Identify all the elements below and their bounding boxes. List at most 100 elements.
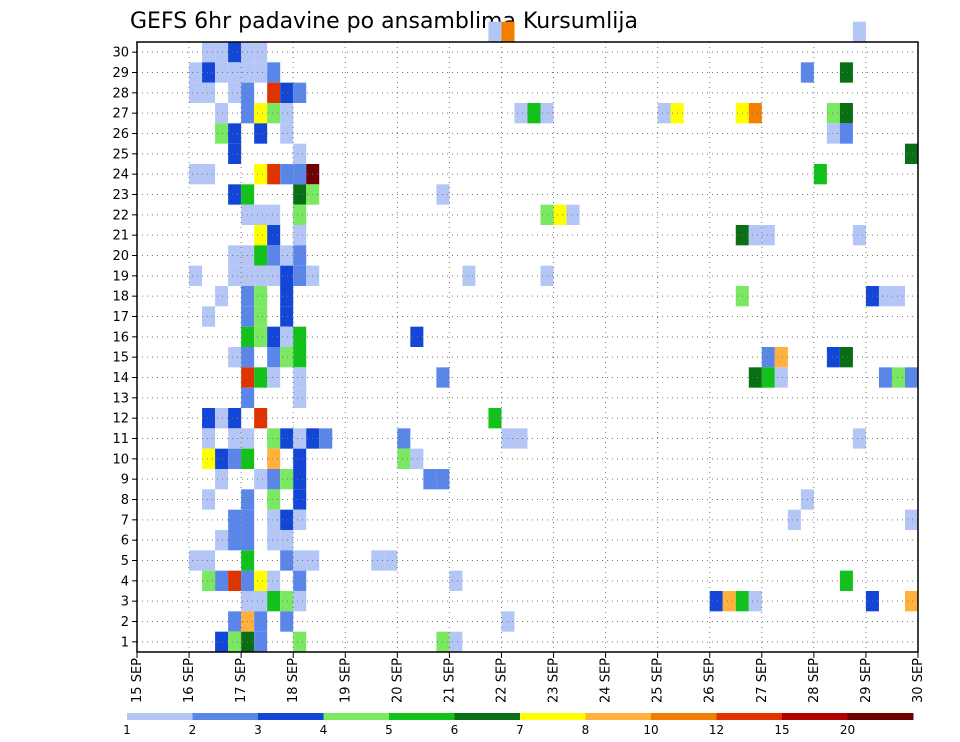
y-tick-label: 1 [121, 635, 129, 650]
precip-cell [280, 347, 294, 368]
precip-cell [293, 387, 307, 408]
precip-cell [774, 347, 788, 368]
legend-swatch [520, 713, 586, 720]
precip-cell [293, 428, 307, 449]
legend-swatch [192, 713, 259, 720]
y-tick-label: 16 [112, 330, 129, 345]
precip-cell [228, 184, 242, 205]
precip-cell [280, 326, 294, 347]
precip-cell [553, 204, 567, 225]
precip-cell [280, 509, 294, 530]
precip-cell [423, 469, 437, 490]
precip-cell [228, 143, 242, 164]
legend-swatch [258, 713, 324, 720]
precip-cell [293, 265, 307, 286]
precip-cell [293, 367, 307, 388]
precip-cell [891, 286, 905, 307]
precip-cell [293, 204, 307, 225]
y-tick-label: 15 [112, 351, 129, 366]
precip-cell [228, 42, 242, 63]
precip-cell [839, 62, 853, 83]
y-tick-label: 4 [121, 574, 129, 589]
precip-cell [280, 550, 294, 571]
precip-cell [293, 143, 307, 164]
x-tick-label: 20 SEP [390, 658, 405, 703]
y-tick-label: 2 [121, 615, 129, 630]
precip-cell [891, 367, 905, 388]
x-axis-ticks: 15 SEP 16 SEP 17 SEP 18 SEP 19 SEP 20 SEP 21 S… [130, 652, 926, 703]
precip-cell [293, 82, 307, 103]
precip-cell [319, 428, 333, 449]
precip-cell [228, 570, 242, 591]
precip-cell [202, 489, 216, 510]
y-tick-label: 22 [112, 208, 129, 223]
legend-swatch [651, 713, 717, 720]
legend-label: 1 [123, 723, 131, 737]
precip-cell [228, 82, 242, 103]
precip-cell [839, 103, 853, 124]
precip-cell [254, 591, 268, 612]
precip-cell [514, 103, 528, 124]
precip-cell [293, 631, 307, 652]
precip-cell [267, 428, 281, 449]
y-tick-label: 23 [112, 188, 129, 203]
precip-cell [488, 408, 502, 429]
precip-cell [189, 62, 203, 83]
x-tick-label: 15 SEP [130, 658, 145, 703]
precip-cell [280, 82, 294, 103]
precip-cell [202, 428, 216, 449]
precip-cell [202, 42, 216, 63]
x-tick-label: 24 SEP [599, 658, 614, 703]
y-tick-label: 14 [112, 371, 129, 386]
precip-cell [267, 530, 281, 551]
precip-cell [254, 408, 268, 429]
precip-cell [215, 286, 229, 307]
precip-cell [215, 570, 229, 591]
precip-cell [761, 347, 775, 368]
legend-swatch [847, 713, 914, 720]
precip-cell [761, 367, 775, 388]
precip-cell [254, 286, 268, 307]
precip-cell [397, 448, 411, 469]
legend-swatch [323, 713, 390, 720]
legend-label: 15 [774, 723, 789, 737]
y-tick-label: 29 [112, 66, 129, 81]
precip-cell [254, 164, 268, 185]
y-tick-label: 5 [121, 554, 129, 569]
precip-cell [228, 428, 242, 449]
precip-cell [267, 225, 281, 246]
precip-cell [527, 103, 541, 124]
precip-cell [839, 347, 853, 368]
precip-cell [267, 245, 281, 266]
legend-label: 8 [582, 723, 590, 737]
precip-cell [410, 448, 424, 469]
precip-cell [254, 611, 268, 632]
chart-title: GEFS 6hr padavine po ansamblima Kursumli… [130, 9, 638, 34]
precip-cell [202, 448, 216, 469]
y-tick-label: 25 [112, 147, 129, 162]
precip-cell [267, 164, 281, 185]
precip-cell [280, 103, 294, 124]
y-tick-label: 7 [121, 513, 129, 528]
y-tick-label: 26 [112, 127, 129, 142]
x-tick-label: 17 SEP [234, 658, 249, 703]
precip-cell [748, 367, 762, 388]
precip-cell [293, 326, 307, 347]
x-tick-label: 19 SEP [338, 658, 353, 703]
legend-swatch [716, 713, 783, 720]
precip-cell [748, 591, 762, 612]
precip-cell [228, 123, 242, 144]
precip-cell [254, 103, 268, 124]
precip-cell [228, 245, 242, 266]
legend-label: 5 [385, 723, 393, 737]
precip-cell [202, 82, 216, 103]
precip-cell [202, 62, 216, 83]
grid-lines [137, 42, 918, 652]
precip-cell [280, 306, 294, 327]
precip-cell [280, 265, 294, 286]
precip-cell [293, 164, 307, 185]
y-tick-label: 17 [112, 310, 129, 325]
legend-swatch [454, 713, 521, 720]
precip-cell [280, 469, 294, 490]
